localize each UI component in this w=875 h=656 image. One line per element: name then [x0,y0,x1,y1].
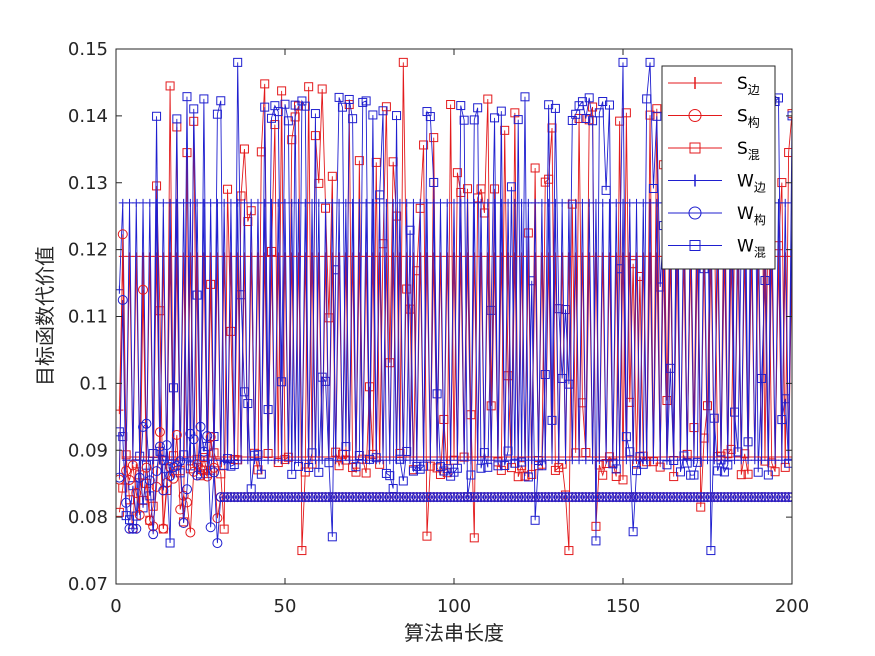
y-tick-label: 0.11 [68,307,108,328]
y-tick-label: 0.15 [68,39,108,60]
y-tick-label: 0.09 [68,440,108,461]
x-tick-label: 200 [775,596,809,617]
x-tick-label: 50 [274,596,297,617]
y-tick-label: 0.08 [68,507,108,528]
y-tick-label: 0.07 [68,574,108,595]
y-axis-label: 目标函数代价值 [33,246,57,386]
x-tick-label: 0 [110,596,121,617]
x-axis-label: 算法串长度 [404,621,504,645]
y-tick-label: 0.14 [68,106,108,127]
y-tick-label: 0.13 [68,173,108,194]
y-tick-label: 0.1 [79,373,108,394]
legend: S边S构S混W边W构W混 [662,66,775,269]
x-tick-label: 150 [606,596,640,617]
x-tick-label: 100 [437,596,471,617]
y-tick-label: 0.12 [68,240,108,261]
